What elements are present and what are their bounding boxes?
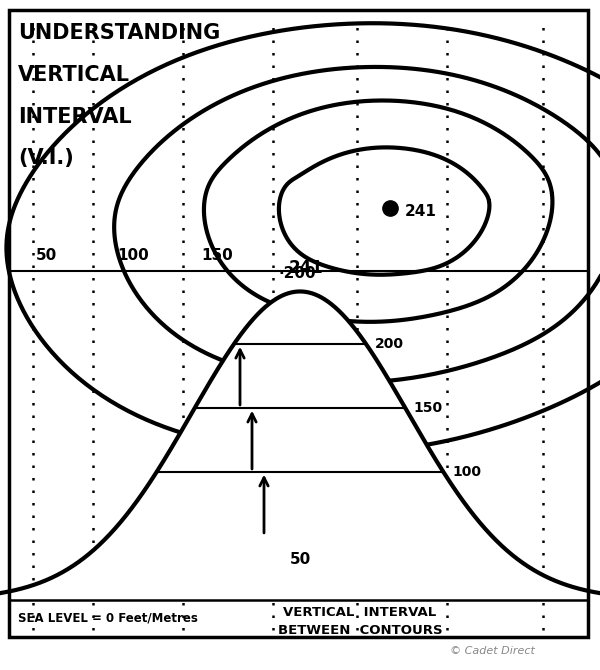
Text: UNDERSTANDING: UNDERSTANDING <box>18 23 220 44</box>
Text: ·200: ·200 <box>279 266 317 281</box>
Text: (V.I.): (V.I.) <box>18 148 74 168</box>
Text: VERTICAL: VERTICAL <box>18 65 130 85</box>
Text: © Cadet Direct: © Cadet Direct <box>449 647 535 656</box>
Text: VERTICAL  INTERVAL
BETWEEN  CONTOURS: VERTICAL INTERVAL BETWEEN CONTOURS <box>278 606 442 637</box>
Text: 50: 50 <box>36 249 57 263</box>
Text: 150: 150 <box>201 249 233 263</box>
Text: 150: 150 <box>414 401 443 415</box>
Text: 100: 100 <box>117 249 149 263</box>
Text: SEA LEVEL = 0 Feet/Metres: SEA LEVEL = 0 Feet/Metres <box>18 611 198 624</box>
Text: INTERVAL: INTERVAL <box>18 107 131 127</box>
Text: 200: 200 <box>375 337 404 351</box>
Text: 50: 50 <box>289 553 311 567</box>
Text: 241: 241 <box>405 204 437 218</box>
Text: 100: 100 <box>452 465 481 479</box>
Text: 241: 241 <box>289 259 323 277</box>
